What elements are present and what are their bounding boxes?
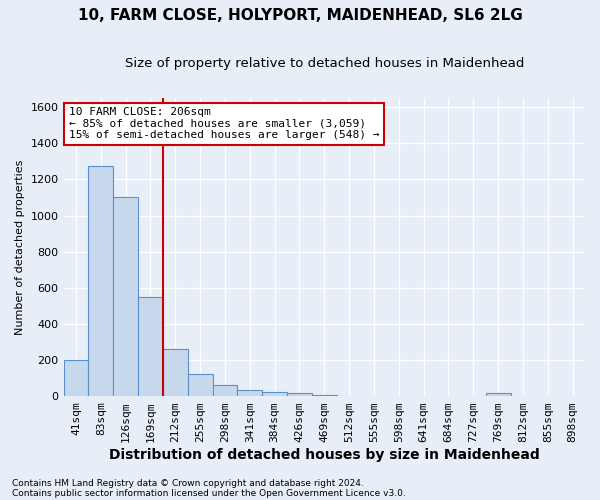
Bar xyxy=(287,394,312,396)
Bar xyxy=(188,374,212,396)
Text: Contains public sector information licensed under the Open Government Licence v3: Contains public sector information licen… xyxy=(12,488,406,498)
Bar xyxy=(163,349,188,396)
Bar xyxy=(64,360,88,396)
Bar xyxy=(212,386,238,396)
Bar xyxy=(262,392,287,396)
Text: 10 FARM CLOSE: 206sqm
← 85% of detached houses are smaller (3,059)
15% of semi-d: 10 FARM CLOSE: 206sqm ← 85% of detached … xyxy=(69,107,379,140)
X-axis label: Distribution of detached houses by size in Maidenhead: Distribution of detached houses by size … xyxy=(109,448,539,462)
Bar xyxy=(113,198,138,396)
Bar xyxy=(238,390,262,396)
Y-axis label: Number of detached properties: Number of detached properties xyxy=(15,160,25,335)
Bar xyxy=(88,166,113,396)
Text: 10, FARM CLOSE, HOLYPORT, MAIDENHEAD, SL6 2LG: 10, FARM CLOSE, HOLYPORT, MAIDENHEAD, SL… xyxy=(77,8,523,22)
Text: Contains HM Land Registry data © Crown copyright and database right 2024.: Contains HM Land Registry data © Crown c… xyxy=(12,478,364,488)
Bar xyxy=(485,392,511,396)
Title: Size of property relative to detached houses in Maidenhead: Size of property relative to detached ho… xyxy=(125,58,524,70)
Bar xyxy=(138,297,163,396)
